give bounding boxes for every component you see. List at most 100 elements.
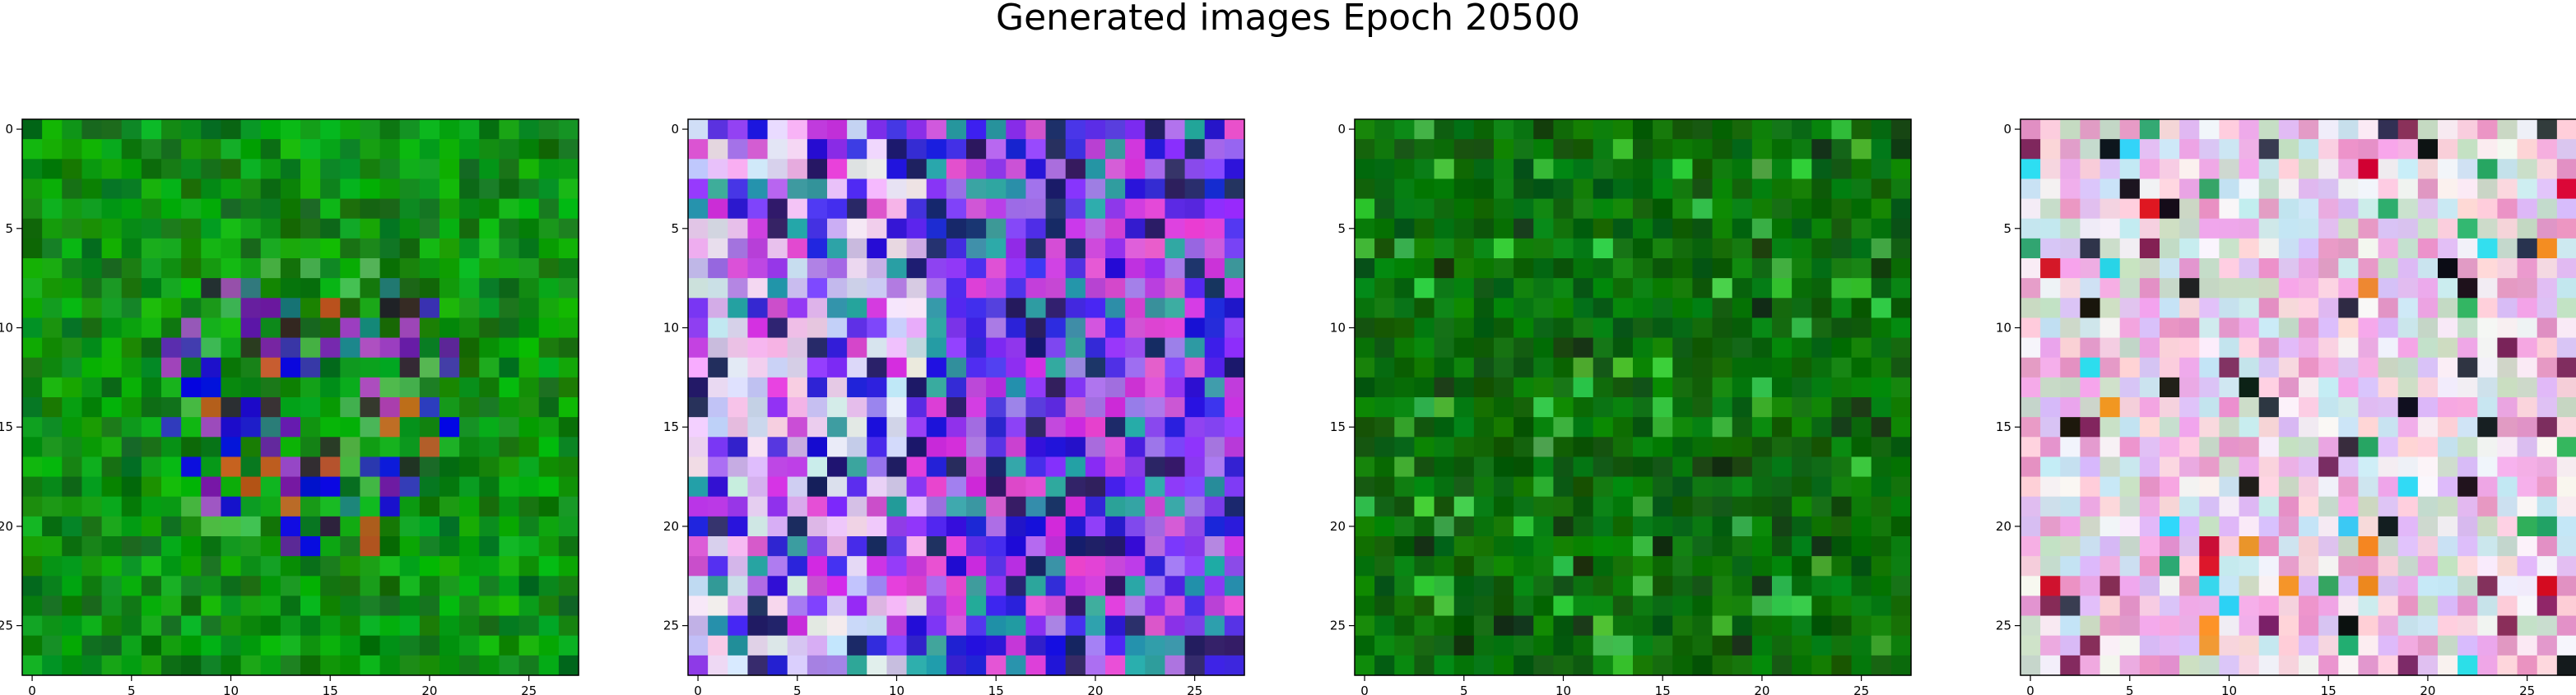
pixel-cell <box>499 516 520 537</box>
pixel-cell <box>1792 456 1812 478</box>
pixel-cell <box>121 258 142 279</box>
pixel-cell <box>439 357 460 378</box>
pixel-cell <box>1105 476 1126 498</box>
pixel-cell <box>340 218 361 239</box>
pixel-cell <box>1224 595 1245 617</box>
pixel-cell <box>1105 516 1126 537</box>
pixel-cell <box>1006 357 1027 378</box>
pixel-cell <box>141 357 162 378</box>
pixel-cell <box>399 337 421 359</box>
pixel-cell <box>2239 496 2260 517</box>
pixel-cell <box>2119 139 2141 160</box>
pixel-cell <box>1125 417 1146 438</box>
pixel-cell <box>2278 635 2299 656</box>
pixel-cell <box>1434 496 1455 517</box>
pixel-cell <box>2417 178 2439 200</box>
pixel-cell <box>2160 615 2180 637</box>
pixel-cell <box>986 615 1007 637</box>
pixel-cell <box>2318 238 2339 259</box>
pixel-cell <box>2040 218 2061 239</box>
pixel-cell <box>81 357 103 378</box>
pixel-cell <box>2179 337 2200 359</box>
pixel-cell <box>1772 595 1793 617</box>
pixel-cell <box>986 655 1007 676</box>
pixel-cell <box>558 397 579 418</box>
pixel-cell <box>518 238 540 259</box>
pixel-cell <box>2338 198 2360 220</box>
pixel-cell <box>946 635 967 656</box>
pixel-cell <box>2060 516 2081 537</box>
pixel-cell <box>2299 556 2319 577</box>
pixel-cell <box>2477 456 2499 478</box>
pixel-cell <box>1494 218 1514 239</box>
pixel-cell <box>1065 278 1086 299</box>
pixel-cell <box>1792 615 1812 637</box>
pixel-cell <box>1772 198 1793 220</box>
pixel-cell <box>747 258 769 279</box>
pixel-cell <box>22 595 43 617</box>
pixel-cell <box>2378 119 2399 140</box>
pixel-cell <box>2278 417 2299 438</box>
pixel-cell <box>807 437 828 458</box>
pixel-cell <box>2020 635 2041 656</box>
pixel-cell <box>1184 337 1206 359</box>
pixel-cell <box>2477 437 2499 458</box>
pixel-cell <box>2457 278 2478 299</box>
pixel-cell <box>101 317 123 339</box>
pixel-cell <box>2119 159 2141 180</box>
pixel-cell <box>1732 576 1753 597</box>
pixel-cell <box>1085 655 1106 676</box>
pixel-cell <box>827 595 848 617</box>
pixel-cell <box>1165 238 1186 259</box>
pixel-cell <box>499 119 520 140</box>
pixel-cell <box>2179 417 2200 438</box>
pixel-cell <box>1692 357 1713 378</box>
pixel-cell <box>2258 298 2280 319</box>
pixel-cell <box>320 278 341 299</box>
pixel-cell <box>399 655 421 676</box>
pixel-cell <box>2378 218 2399 239</box>
pixel-cell <box>2299 456 2319 478</box>
pixel-cell <box>2318 576 2339 597</box>
pixel-cell <box>2457 337 2478 359</box>
pixel-cell <box>1025 119 1047 140</box>
pixel-cell <box>538 536 560 557</box>
pixel-cell <box>1355 456 1375 478</box>
pixel-cell <box>1434 615 1455 637</box>
pixel-cell <box>1355 258 1375 279</box>
pixel-cell <box>2099 278 2121 299</box>
pixel-cell <box>906 536 928 557</box>
pixel-cell <box>340 456 361 478</box>
pixel-cell <box>81 476 103 498</box>
pixel-cell <box>2358 556 2379 577</box>
pixel-cell <box>2517 238 2538 259</box>
pixel-cell <box>1672 496 1694 517</box>
pixel-cell <box>728 655 749 676</box>
pixel-cell <box>1612 556 1634 577</box>
pixel-cell <box>1573 139 1594 160</box>
pixel-cell <box>926 655 947 676</box>
pixel-cell <box>1085 317 1106 339</box>
pixel-cell <box>62 576 83 597</box>
pixel-cell <box>1105 635 1126 656</box>
pixel-cell <box>2179 615 2200 637</box>
pixel-cell <box>1085 476 1106 498</box>
pixel-cell <box>986 238 1007 259</box>
pixel-cell <box>767 595 788 617</box>
pixel-cell <box>688 516 709 537</box>
pixel-cell <box>141 536 162 557</box>
pixel-cell <box>340 258 361 279</box>
pixel-cell <box>320 476 341 498</box>
pixel-cell <box>240 218 262 239</box>
pixel-cell <box>708 238 728 259</box>
pixel-cell <box>1672 238 1694 259</box>
pixel-cell <box>1045 317 1067 339</box>
pixel-cell <box>1692 397 1713 418</box>
pixel-cell <box>2318 595 2339 617</box>
pixel-cell <box>2358 635 2379 656</box>
pixel-cell <box>2536 516 2558 537</box>
pixel-cell <box>1811 456 1833 478</box>
pixel-cell <box>1394 139 1416 160</box>
pixel-cell <box>1414 397 1435 418</box>
pixel-cell <box>1025 536 1047 557</box>
